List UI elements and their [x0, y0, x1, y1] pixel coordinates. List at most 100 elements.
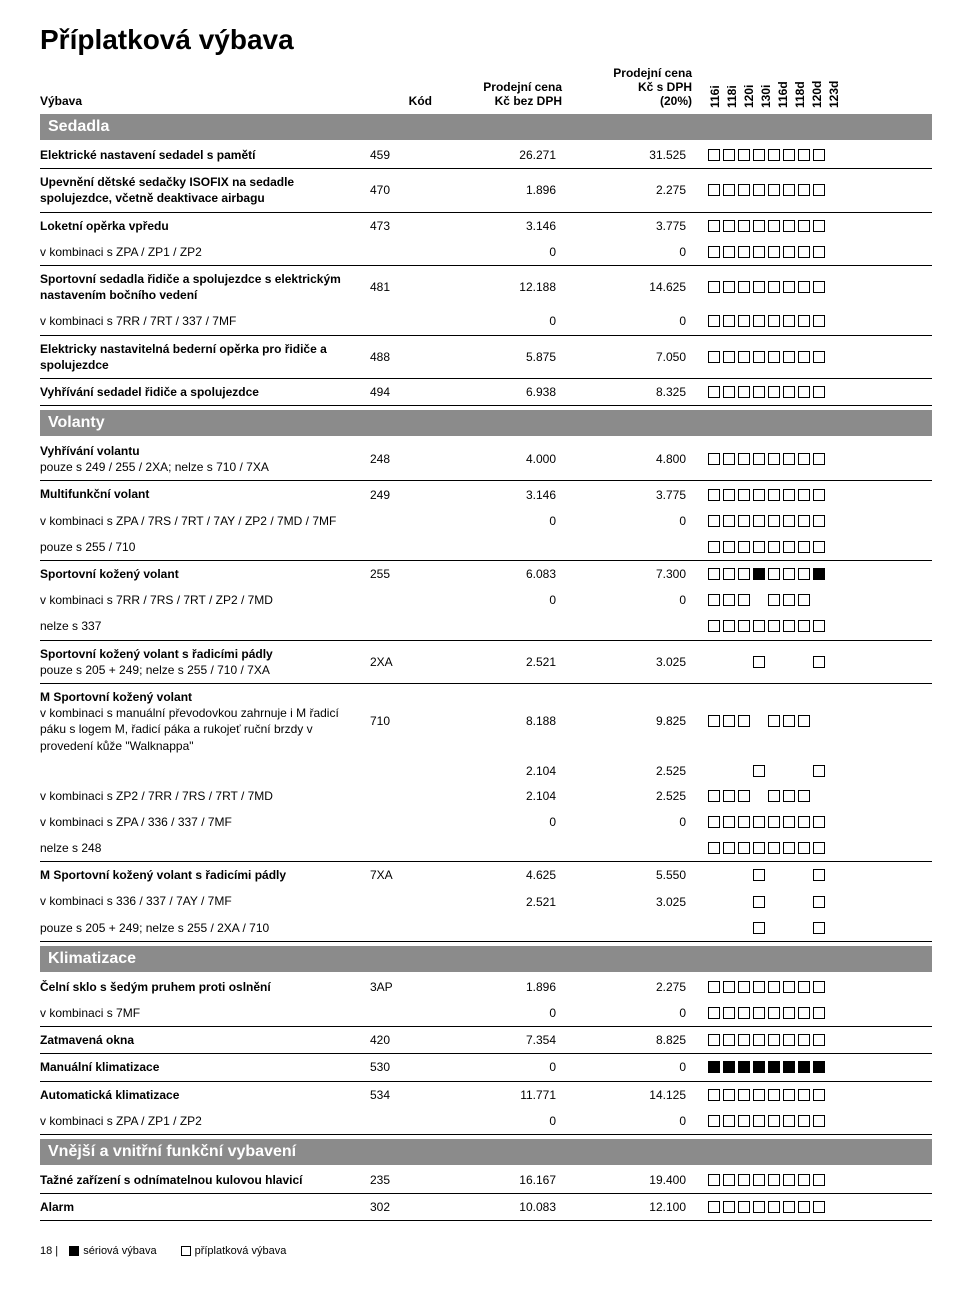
box-filled	[708, 1061, 720, 1073]
availability-boxes	[700, 1115, 900, 1127]
table-row: Sportovní kožený volant s řadicími pádly…	[40, 641, 932, 684]
box-empty	[738, 386, 750, 398]
box-empty	[738, 220, 750, 232]
box-empty	[708, 515, 720, 527]
box-empty	[798, 281, 810, 293]
box-empty	[813, 765, 825, 777]
box-filled	[753, 1061, 765, 1073]
box-empty	[798, 489, 810, 501]
row-kod: 459	[370, 148, 440, 162]
box-empty	[783, 351, 795, 363]
row-kod: 248	[370, 452, 440, 466]
box-empty	[723, 489, 735, 501]
box-empty	[738, 149, 750, 161]
box-empty	[708, 489, 720, 501]
box-empty	[768, 1089, 780, 1101]
row-price-dph: 9.825	[570, 714, 700, 728]
row-price-nodph: 6.938	[440, 385, 570, 399]
box-empty	[783, 594, 795, 606]
box-empty	[753, 281, 765, 293]
row-price-dph: 14.125	[570, 1088, 700, 1102]
box-none	[783, 922, 795, 934]
col-p1: Prodejní cena Kč bez DPH	[440, 80, 570, 108]
box-empty	[753, 386, 765, 398]
row-kod: 7XA	[370, 868, 440, 882]
box-empty	[723, 1115, 735, 1127]
box-empty	[798, 1201, 810, 1213]
box-empty	[753, 842, 765, 854]
box-empty	[798, 315, 810, 327]
availability-boxes	[700, 620, 900, 632]
table-row: Tažné zařízení s odnímatelnou kulovou hl…	[40, 1167, 932, 1194]
box-empty	[813, 149, 825, 161]
box-none	[768, 896, 780, 908]
box-empty	[813, 351, 825, 363]
table-row: Multifunkční volant2493.1463.775	[40, 481, 932, 507]
box-empty	[753, 453, 765, 465]
box-empty	[723, 715, 735, 727]
row-price-dph: 3.025	[570, 895, 700, 909]
box-empty	[723, 620, 735, 632]
box-empty	[783, 816, 795, 828]
box-empty	[768, 149, 780, 161]
row-desc: Vyhřívání volantupouze s 249 / 255 / 2XA…	[40, 443, 370, 475]
box-empty	[768, 842, 780, 854]
box-empty	[708, 981, 720, 993]
table-row: pouze s 255 / 710	[40, 534, 932, 561]
box-empty	[783, 568, 795, 580]
box-empty	[768, 541, 780, 553]
box-empty	[813, 220, 825, 232]
row-price-nodph: 4.000	[440, 452, 570, 466]
box-empty	[738, 246, 750, 258]
availability-boxes	[700, 656, 900, 668]
box-empty	[723, 1034, 735, 1046]
box-empty	[723, 816, 735, 828]
table-row: v kombinaci s 336 / 337 / 7AY / 7MF2.521…	[40, 888, 932, 914]
row-desc: Čelní sklo s šedým pruhem proti oslnění	[40, 979, 370, 995]
availability-boxes	[700, 1034, 900, 1046]
row-desc: Manuální klimatizace	[40, 1059, 370, 1075]
box-empty	[783, 541, 795, 553]
box-empty	[813, 1201, 825, 1213]
row-desc: Vyhřívání sedadel řidiče a spolujezdce	[40, 384, 370, 400]
row-price-dph: 0	[570, 1114, 700, 1128]
box-empty	[798, 541, 810, 553]
box-empty	[768, 184, 780, 196]
row-desc: pouze s 255 / 710	[40, 539, 370, 555]
row-desc: v kombinaci s 336 / 337 / 7AY / 7MF	[40, 893, 370, 909]
box-empty	[723, 1174, 735, 1186]
row-kod: 235	[370, 1173, 440, 1187]
row-price-dph: 14.625	[570, 280, 700, 294]
table-row: v kombinaci s 7MF00	[40, 1000, 932, 1027]
box-empty	[813, 922, 825, 934]
row-price-nodph: 11.771	[440, 1088, 570, 1102]
box-none	[723, 765, 735, 777]
box-empty	[783, 246, 795, 258]
box-empty	[798, 515, 810, 527]
box-empty	[768, 790, 780, 802]
box-empty	[783, 790, 795, 802]
section-header: Sedadla	[40, 114, 932, 140]
box-empty	[708, 1089, 720, 1101]
table-row: 2.1042.525	[40, 759, 932, 783]
box-empty	[753, 184, 765, 196]
legend-standard: sériová výbava	[83, 1245, 156, 1257]
availability-boxes	[700, 315, 900, 327]
box-empty	[783, 1007, 795, 1019]
row-desc: M Sportovní kožený volant s řadicími pád…	[40, 867, 370, 883]
box-none	[768, 656, 780, 668]
row-price-dph: 3.025	[570, 655, 700, 669]
row-price-dph: 8.325	[570, 385, 700, 399]
box-empty	[738, 515, 750, 527]
model-label: 118d	[793, 68, 807, 108]
box-filled	[798, 1061, 810, 1073]
box-empty	[813, 620, 825, 632]
section-header: Klimatizace	[40, 946, 932, 972]
box-none	[723, 656, 735, 668]
availability-boxes	[700, 1007, 900, 1019]
row-desc: Sportovní kožený volant s řadicími pádly…	[40, 646, 370, 678]
box-none	[708, 869, 720, 881]
model-headers: 116i118i120i130i116d118d120d123d	[700, 68, 900, 108]
table-row: Automatická klimatizace53411.77114.125	[40, 1082, 932, 1108]
availability-boxes	[700, 515, 900, 527]
